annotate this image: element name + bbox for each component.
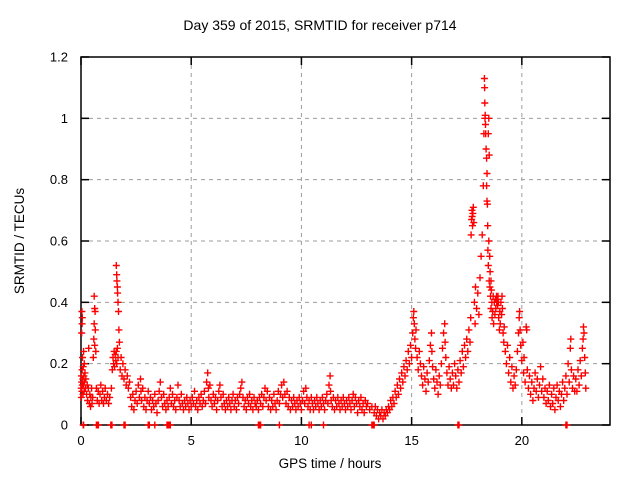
- y-tick-label: 1: [61, 111, 68, 126]
- x-tick-label: 0: [77, 433, 84, 448]
- x-tick-label: 15: [404, 433, 418, 448]
- y-tick-label: 0.2: [50, 356, 68, 371]
- x-axis-label: GPS time / hours: [279, 456, 382, 471]
- y-tick-label: 1.2: [50, 50, 68, 65]
- y-tick-label: 0.6: [50, 234, 68, 249]
- data-points: [77, 75, 590, 429]
- x-tick-label: 20: [515, 433, 529, 448]
- x-tick-label: 5: [188, 433, 195, 448]
- x-tick-labels: 0 5 10 15 20: [77, 433, 529, 448]
- x-tick-label: 10: [294, 433, 308, 448]
- scatter-markers: [77, 75, 590, 429]
- y-tick-label: 0.4: [50, 295, 68, 310]
- chart-title: Day 359 of 2015, SRMTID for receiver p71…: [183, 17, 456, 33]
- y-axis-label: SRMTID / TECUs: [12, 188, 27, 295]
- y-tick-labels: 0 0.2 0.4 0.6 0.8 1 1.2: [50, 50, 68, 433]
- y-tick-label: 0: [61, 418, 68, 433]
- y-tick-label: 0.8: [50, 172, 68, 187]
